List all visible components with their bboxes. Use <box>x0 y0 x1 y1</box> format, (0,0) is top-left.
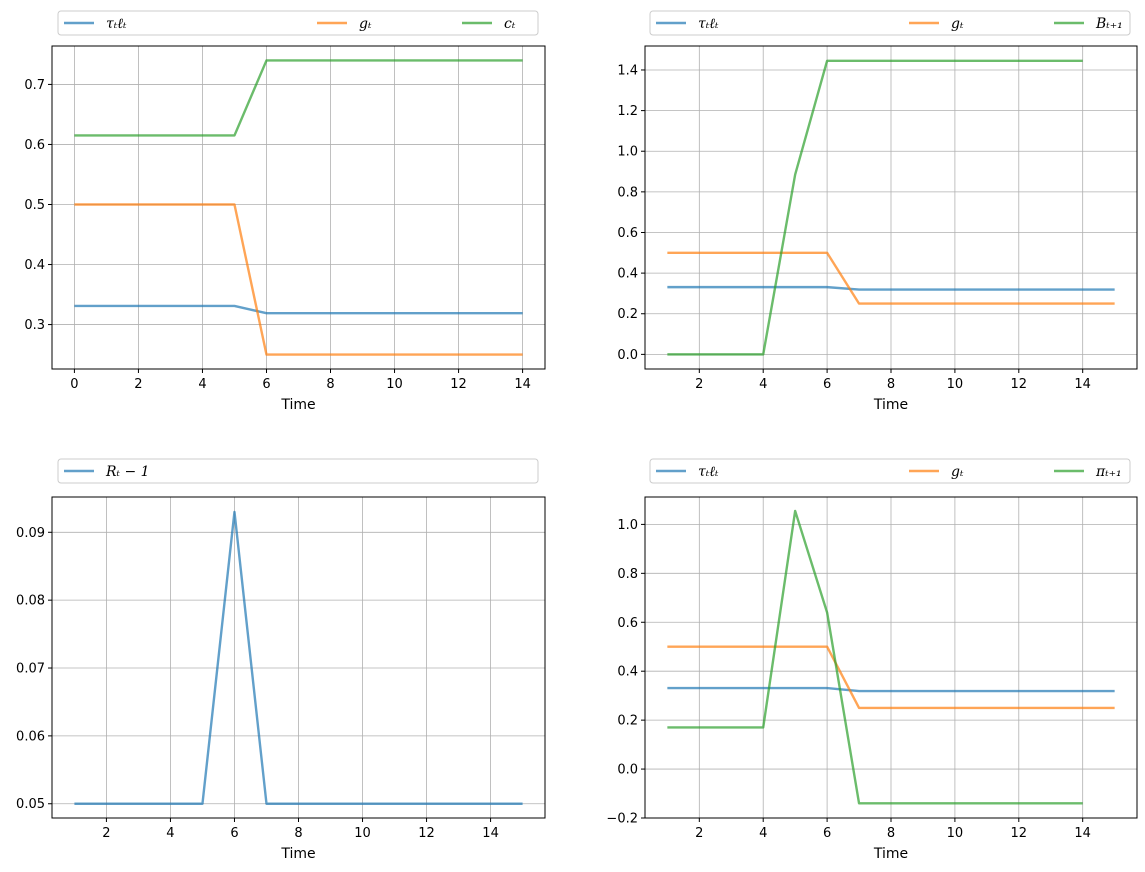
x-tick-label: 6 <box>823 826 831 841</box>
y-tick-label: 0.6 <box>617 616 638 631</box>
y-tick-label: 1.0 <box>617 518 638 533</box>
y-tick-label: 0.6 <box>617 226 638 241</box>
legend-label-3: cₜ <box>504 16 516 32</box>
y-tick-label: 0.8 <box>617 185 638 200</box>
series-line-2 <box>667 645 1115 710</box>
chart-panel-1: 0 2 4 6 8 10 12 14 0.3 0.4 0.5 0.6 0.7 Time τₜℓₜ gₜ cₜ <box>24 10 546 413</box>
legend-frame <box>57 458 539 484</box>
legend: τₜℓₜ gₜ cₜ <box>57 10 539 36</box>
legend-label-2: gₜ <box>951 464 964 480</box>
series-line-2 <box>667 251 1115 305</box>
y-tick-label: 0.3 <box>24 318 45 333</box>
plot-area <box>667 59 1115 356</box>
series-line-2 <box>74 203 523 356</box>
x-tick-label: 12 <box>450 377 467 392</box>
y-tick-label: 0.2 <box>617 714 638 729</box>
y-tick-label: 0.07 <box>16 662 45 677</box>
y-tick-label: 0.5 <box>24 198 45 213</box>
x-tick-label: 8 <box>294 826 302 841</box>
series-line-3 <box>74 59 523 137</box>
legend-label-1: τₜℓₜ <box>698 464 719 480</box>
y-tick-label: 0.6 <box>24 138 45 153</box>
y-tick-label: 0.8 <box>617 567 638 582</box>
y-tick-label: 0.4 <box>617 665 638 680</box>
y-tick-label: 1.2 <box>617 104 638 119</box>
y-tick-label: 0.06 <box>16 729 45 744</box>
x-tick-label: 6 <box>823 377 831 392</box>
x-tick-label: 4 <box>198 377 206 392</box>
y-tick-label: −0.2 <box>606 812 638 827</box>
x-tick-label: 2 <box>102 826 110 841</box>
y-tick-label: 0.7 <box>24 78 45 93</box>
series-line-1 <box>667 686 1115 693</box>
plot-area <box>667 509 1115 805</box>
legend: τₜℓₜ gₜ πₜ₊₁ <box>649 458 1131 484</box>
x-tick-label: 2 <box>134 377 142 392</box>
chart-panel-4: 2 4 6 8 10 12 14 −0.2 0.0 0.2 0.4 0.6 0.8 1.0 Time τₜℓₜ… <box>606 458 1138 862</box>
x-tick-label: 4 <box>166 826 174 841</box>
x-tick-label: 6 <box>230 826 238 841</box>
legend-label-2: gₜ <box>951 16 964 32</box>
x-tick-label: 8 <box>887 377 895 392</box>
y-tick-label: 0.05 <box>16 797 45 812</box>
legend: τₜℓₜ gₜ Bₜ₊₁ <box>649 10 1131 36</box>
x-tick-label: 12 <box>1011 377 1028 392</box>
x-axis-title: Time <box>280 397 315 413</box>
x-tick-label: 14 <box>1074 826 1091 841</box>
x-axis-title: Time <box>873 846 908 862</box>
y-tick-label: 1.0 <box>617 145 638 160</box>
x-tick-label: 10 <box>386 377 403 392</box>
x-tick-label: 14 <box>514 377 531 392</box>
legend: Rₜ − 1 <box>57 458 539 484</box>
legend-label-1: Rₜ − 1 <box>105 464 150 480</box>
x-tick-label: 14 <box>1074 377 1091 392</box>
x-tick-label: 2 <box>695 377 703 392</box>
chart-panel-3: 2 4 6 8 10 12 14 0.05 0.06 0.07 0.08 0.09 Time Rₜ − 1 <box>16 458 546 862</box>
x-tick-label: 4 <box>759 377 767 392</box>
x-tick-label: 2 <box>695 826 703 841</box>
x-tick-label: 10 <box>354 826 371 841</box>
legend-label-3: πₜ₊₁ <box>1095 464 1122 480</box>
x-tick-label: 6 <box>262 377 270 392</box>
legend-label-2: gₜ <box>359 16 372 32</box>
legend-label-1: τₜℓₜ <box>698 16 719 32</box>
legend-frame <box>649 10 1131 36</box>
y-tick-label: 0.0 <box>617 348 638 363</box>
series-line-1 <box>667 285 1115 291</box>
legend-label-3: Bₜ₊₁ <box>1095 16 1123 32</box>
y-tick-label: 1.4 <box>617 63 638 78</box>
x-tick-label: 10 <box>947 826 964 841</box>
x-tick-label: 0 <box>70 377 78 392</box>
x-tick-label: 10 <box>947 377 964 392</box>
series-line-1 <box>74 510 523 805</box>
x-axis-title: Time <box>873 397 908 413</box>
plot-area <box>74 510 523 805</box>
x-tick-label: 12 <box>1011 826 1028 841</box>
x-axis-title: Time <box>280 846 315 862</box>
series-line-3 <box>667 509 1083 805</box>
legend-frame <box>57 10 539 36</box>
y-tick-label: 0.08 <box>16 594 45 609</box>
x-tick-label: 8 <box>887 826 895 841</box>
plot-area <box>74 59 523 356</box>
x-tick-label: 12 <box>418 826 435 841</box>
y-tick-label: 0.4 <box>617 267 638 282</box>
series-line-1 <box>74 304 523 315</box>
y-tick-label: 0.2 <box>617 307 638 322</box>
y-tick-label: 0.4 <box>24 258 45 273</box>
legend-label-1: τₜℓₜ <box>106 16 127 32</box>
axes-frame <box>51 45 546 370</box>
y-tick-label: 0.09 <box>16 526 45 541</box>
x-tick-label: 14 <box>482 826 499 841</box>
chart-panel-2: 2 4 6 8 10 12 14 0.0 0.2 0.4 0.6 0.8 1.0 1.2 1.4 Time τₜ… <box>617 10 1138 413</box>
x-tick-label: 8 <box>326 377 334 392</box>
y-tick-label: 0.0 <box>617 763 638 778</box>
series-line-3 <box>667 59 1083 356</box>
legend-frame <box>649 458 1131 484</box>
x-tick-label: 4 <box>759 826 767 841</box>
